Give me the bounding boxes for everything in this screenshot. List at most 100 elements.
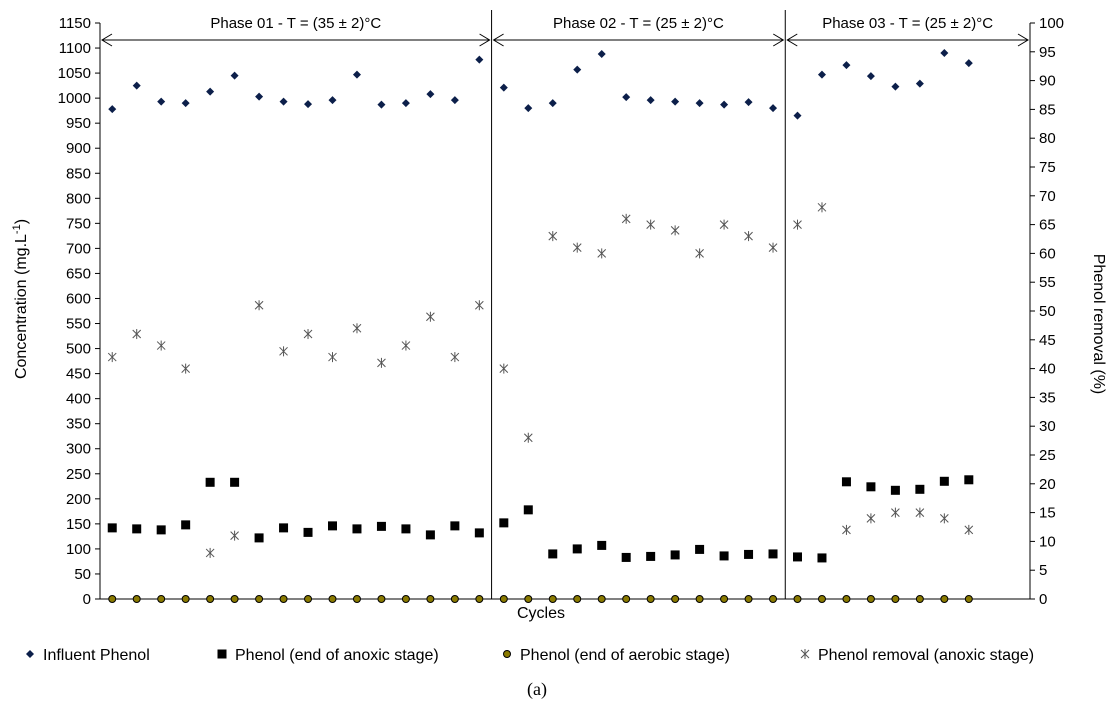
point-influent-phenol	[304, 100, 313, 109]
point-phenol-end-of-aerobic-stage	[940, 595, 949, 603]
y-tick-label: 900	[66, 140, 91, 157]
point-phenol-end-of-anoxic-stage	[572, 544, 582, 554]
y-tick-label: 650	[66, 265, 91, 282]
phase-arrow-right-head	[773, 33, 785, 47]
point-phenol-end-of-anoxic-stage	[499, 518, 509, 528]
point-phenol-end-of-anoxic-stage	[352, 524, 362, 534]
point-influent-phenol	[426, 90, 435, 99]
point-phenol-end-of-anoxic-stage	[841, 477, 851, 487]
y-tick-label: 300	[66, 441, 91, 458]
point-phenol-removal-anoxic-stage	[181, 363, 191, 374]
y-tick-label: 1050	[58, 65, 91, 82]
y-tick-label: 1150	[59, 15, 91, 32]
point-influent-phenol	[401, 99, 410, 108]
phase-arrow-left-head	[786, 33, 798, 47]
point-phenol-end-of-aerobic-stage	[891, 595, 900, 603]
point-phenol-end-of-anoxic-stage	[646, 551, 656, 561]
phase-arrow-right-head	[1017, 33, 1029, 47]
point-influent-phenol	[793, 111, 802, 120]
y-tick-label: 150	[66, 516, 91, 533]
y2-tick-label: 85	[1039, 101, 1056, 118]
point-phenol-removal-anoxic-stage	[303, 329, 313, 340]
y2-tick-label: 50	[1039, 303, 1056, 320]
point-phenol-end-of-anoxic-stage	[156, 525, 166, 535]
y2-tick-label: 70	[1039, 188, 1056, 205]
point-influent-phenol	[108, 105, 117, 114]
legend-marker	[800, 649, 810, 659]
point-phenol-removal-anoxic-stage	[450, 352, 460, 363]
legend-label: Influent Phenol	[43, 647, 150, 664]
y2-tick-label: 30	[1039, 418, 1056, 435]
y-axis-title-close: )	[13, 219, 30, 224]
point-phenol-end-of-anoxic-stage	[670, 550, 680, 560]
point-phenol-end-of-aerobic-stage	[157, 595, 166, 603]
point-phenol-end-of-anoxic-stage	[597, 540, 607, 550]
point-phenol-removal-anoxic-stage	[254, 300, 264, 311]
right-axis-ticks: 0 5 10 15 20 25 30 35 40 45 50 55 60 65 70 75 80 85 90 95 10…	[1030, 15, 1064, 608]
point-phenol-removal-anoxic-stage	[352, 323, 362, 334]
point-phenol-end-of-aerobic-stage	[573, 595, 582, 603]
point-phenol-end-of-anoxic-stage	[425, 530, 435, 540]
point-phenol-end-of-aerobic-stage	[108, 595, 117, 603]
point-phenol-end-of-aerobic-stage	[426, 595, 435, 603]
y-tick-label: 600	[66, 290, 91, 307]
point-influent-phenol	[475, 55, 484, 64]
point-phenol-end-of-anoxic-stage	[474, 528, 484, 538]
point-phenol-end-of-aerobic-stage	[524, 595, 533, 603]
point-phenol-end-of-aerobic-stage	[255, 595, 264, 603]
legend-label: Phenol (end of aerobic stage)	[520, 647, 730, 664]
legend-item-phenol-end-of-aerobic-stage: Phenol (end of aerobic stage)	[503, 647, 730, 664]
plot-frame	[99, 23, 1031, 600]
point-phenol-removal-anoxic-stage	[817, 202, 827, 213]
point-phenol-removal-anoxic-stage	[719, 219, 729, 230]
point-influent-phenol	[450, 96, 459, 105]
y-tick-label: 950	[66, 115, 91, 132]
point-phenol-end-of-aerobic-stage	[597, 595, 606, 603]
point-influent-phenol	[842, 61, 851, 70]
point-influent-phenol	[940, 49, 949, 58]
y-tick-label: 500	[66, 341, 91, 358]
point-phenol-end-of-anoxic-stage	[181, 520, 191, 530]
y-tick-label: 100	[66, 541, 91, 558]
point-phenol-end-of-aerobic-stage	[866, 595, 875, 603]
phase-arrow-left-head	[492, 33, 504, 47]
point-phenol-end-of-aerobic-stage	[328, 595, 337, 603]
point-influent-phenol	[695, 99, 704, 108]
point-influent-phenol	[181, 99, 190, 108]
phase-label: Phase 03 - T = (25 ± 2)°C	[822, 15, 993, 32]
point-influent-phenol	[279, 97, 288, 106]
phase-arrow-right-head	[479, 33, 491, 47]
point-phenol-end-of-anoxic-stage	[817, 553, 827, 563]
point-phenol-end-of-anoxic-stage	[254, 533, 264, 543]
point-phenol-end-of-anoxic-stage	[328, 521, 337, 531]
legend-marker	[217, 649, 227, 659]
y-tick-label: 350	[66, 416, 91, 433]
point-phenol-removal-anoxic-stage	[891, 507, 900, 518]
point-influent-phenol	[132, 81, 141, 90]
point-phenol-removal-anoxic-stage	[474, 300, 484, 311]
point-influent-phenol	[964, 59, 973, 68]
point-phenol-removal-anoxic-stage	[205, 547, 215, 558]
point-phenol-removal-anoxic-stage	[156, 340, 166, 351]
point-phenol-removal-anoxic-stage	[279, 346, 288, 357]
y2-tick-label: 25	[1039, 447, 1056, 464]
legend-label: Phenol removal (anoxic stage)	[818, 647, 1034, 664]
y-tick-label: 800	[66, 190, 91, 207]
point-phenol-removal-anoxic-stage	[670, 225, 680, 236]
point-phenol-removal-anoxic-stage	[426, 311, 435, 322]
y2-tick-label: 40	[1039, 361, 1056, 378]
y-tick-label: 0	[83, 591, 91, 608]
y-tick-label: 400	[66, 391, 91, 408]
point-phenol-removal-anoxic-stage	[866, 513, 876, 524]
point-phenol-end-of-aerobic-stage	[132, 595, 141, 603]
y-tick-label: 1100	[59, 40, 91, 57]
y-tick-label: 700	[66, 240, 91, 257]
y-axis-title-superscript: -1	[11, 224, 23, 234]
legend-item-phenol-end-of-anoxic-stage: Phenol (end of anoxic stage)	[217, 647, 439, 664]
point-phenol-end-of-anoxic-stage	[866, 482, 876, 492]
y-tick-label: 450	[66, 366, 91, 383]
point-phenol-end-of-anoxic-stage	[964, 475, 974, 485]
point-phenol-removal-anoxic-stage	[401, 340, 411, 351]
point-phenol-end-of-anoxic-stage	[621, 552, 631, 562]
y2-tick-label: 100	[1039, 15, 1064, 32]
